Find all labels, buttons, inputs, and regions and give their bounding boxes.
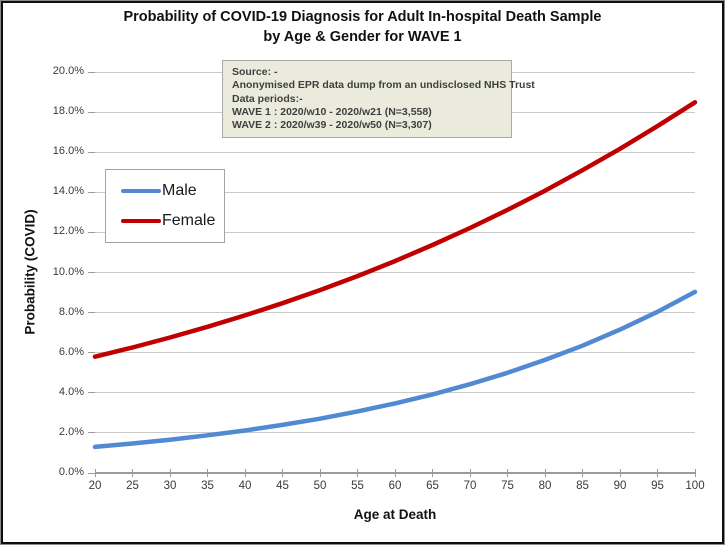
y-tick-label-16.0%: 16.0% [52, 145, 84, 158]
y-tick-mark [88, 312, 95, 314]
y-tick-label-20.0%: 20.0% [52, 65, 84, 77]
y-tick-mark [88, 432, 95, 434]
x-tick-mark [657, 469, 658, 477]
gridline-8.0% [95, 312, 695, 314]
x-tick-mark [582, 469, 583, 477]
x-tick-mark [469, 469, 471, 477]
legend-label-male: Male [162, 182, 197, 199]
x-tick-mark [619, 469, 621, 477]
gridline-10.0% [95, 272, 695, 273]
y-tick-label-8.0%: 8.0% [58, 305, 84, 318]
y-tick-mark [88, 71, 95, 73]
gridline-14.0% [95, 191, 695, 193]
chart-title-line1: Probability of COVID-19 Diagnosis for Ad… [123, 9, 602, 25]
x-tick-label-55: 55 [351, 480, 364, 492]
x-tick-mark [319, 469, 321, 477]
x-tick-mark [132, 469, 133, 477]
x-tick-label-95: 95 [651, 480, 664, 492]
x-tick-label-80: 80 [538, 480, 552, 492]
wave1-period: WAVE 1 : 2020/w10 - 2020/w21 (N=3,558) [232, 105, 432, 118]
female-line-swatch [121, 218, 161, 224]
gridline-16.0% [95, 151, 695, 153]
x-tick-label-20: 20 [88, 480, 102, 492]
y-tick-mark [88, 272, 95, 273]
y-tick-mark [88, 392, 95, 394]
source-label: Source: - [232, 66, 278, 78]
x-tick-mark [544, 469, 546, 477]
female-line [92, 100, 698, 359]
x-tick-label-35: 35 [201, 480, 214, 492]
x-tick-mark [357, 469, 358, 477]
y-tick-label-0.0%: 0.0% [58, 466, 84, 478]
x-tick-label-60: 60 [388, 480, 402, 492]
x-tick-mark [507, 469, 508, 477]
x-tick-label-65: 65 [426, 480, 439, 492]
x-tick-label-85: 85 [576, 480, 589, 492]
x-tick-mark [394, 469, 396, 477]
gridline-12.0% [95, 231, 695, 233]
x-tick-mark [694, 469, 696, 477]
chart-title-line2: by Age & Gender for WAVE 1 [263, 29, 462, 45]
y-tick-label-2.0%: 2.0% [58, 425, 84, 438]
male-line [92, 289, 698, 450]
x-tick-label-50: 50 [313, 480, 327, 492]
x-tick-mark [244, 469, 246, 477]
y-tick-mark [88, 111, 95, 113]
y-tick-mark [88, 352, 95, 354]
source-annotation-box: Source: - Anonymised EPR data dump from … [222, 60, 535, 138]
chart-title: Probability of COVID-19 Diagnosis for Ad… [0, 7, 725, 47]
data-periods-label: Data periods:- [232, 92, 303, 105]
x-tick-label-90: 90 [613, 480, 627, 492]
gridline-2.0% [95, 432, 695, 434]
x-tick-mark [207, 469, 208, 477]
wave2-period: WAVE 2 : 2020/w39 - 2020/w50 (N=3,307) [232, 119, 432, 132]
y-tick-label-10.0%: 10.0% [52, 265, 84, 278]
x-tick-label-70: 70 [463, 480, 477, 492]
x-tick-mark [94, 469, 96, 477]
x-axis-title: Age at Death [353, 507, 437, 522]
x-tick-label-40: 40 [238, 480, 252, 492]
y-tick-mark [88, 231, 95, 233]
x-tick-label-100: 100 [685, 480, 705, 492]
series-plot [92, 100, 698, 450]
y-tick-label-18.0%: 18.0% [52, 105, 84, 118]
y-tick-label-6.0%: 6.0% [58, 345, 84, 358]
legend-label-female: Female [162, 212, 216, 229]
legend-item-male: Male [121, 182, 224, 200]
y-tick-mark [88, 191, 95, 193]
gridline-4.0% [95, 392, 695, 394]
y-tick-label-14.0%: 14.0% [52, 185, 84, 198]
y-tick-label-12.0%: 12.0% [52, 225, 84, 238]
x-tick-label-25: 25 [126, 480, 139, 492]
x-axis-line [95, 472, 696, 474]
x-tick-label-30: 30 [163, 480, 177, 492]
legend: Male Female [105, 169, 225, 243]
male-line-swatch [121, 188, 161, 194]
source-description: Anonymised EPR data dump from an undiscl… [232, 79, 535, 92]
legend-item-female: Female [121, 212, 224, 230]
x-tick-mark [432, 469, 433, 477]
x-tick-mark [282, 469, 283, 477]
gridline-6.0% [95, 352, 695, 354]
y-tick-mark [88, 151, 95, 153]
x-tick-label-75: 75 [501, 480, 514, 492]
x-tick-mark [169, 469, 171, 477]
y-tick-mark [88, 472, 95, 474]
x-tick-label-45: 45 [276, 480, 289, 492]
y-tick-label-4.0%: 4.0% [58, 385, 84, 398]
